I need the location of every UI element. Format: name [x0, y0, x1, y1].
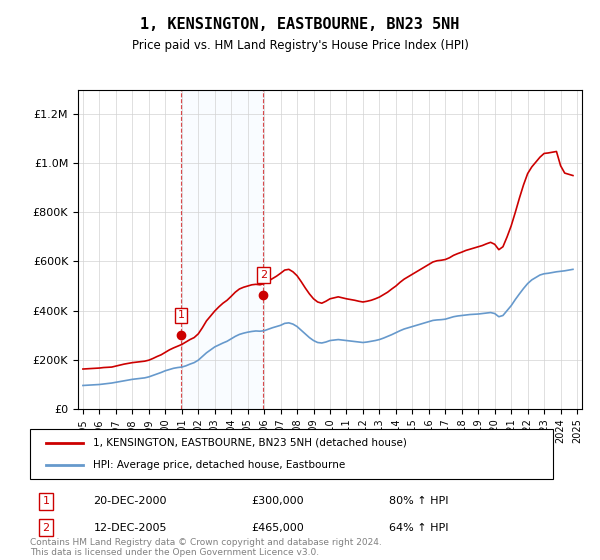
Text: 80% ↑ HPI: 80% ↑ HPI: [389, 496, 449, 506]
Text: 1: 1: [178, 310, 185, 320]
Text: HPI: Average price, detached house, Eastbourne: HPI: Average price, detached house, East…: [94, 460, 346, 470]
FancyBboxPatch shape: [30, 429, 553, 479]
Text: 1: 1: [43, 496, 49, 506]
Text: 20-DEC-2000: 20-DEC-2000: [94, 496, 167, 506]
Text: 1, KENSINGTON, EASTBOURNE, BN23 5NH: 1, KENSINGTON, EASTBOURNE, BN23 5NH: [140, 17, 460, 32]
Text: 2: 2: [42, 522, 49, 533]
Text: 1, KENSINGTON, EASTBOURNE, BN23 5NH (detached house): 1, KENSINGTON, EASTBOURNE, BN23 5NH (det…: [94, 437, 407, 447]
Text: £465,000: £465,000: [252, 522, 305, 533]
Text: £300,000: £300,000: [252, 496, 304, 506]
Text: Price paid vs. HM Land Registry's House Price Index (HPI): Price paid vs. HM Land Registry's House …: [131, 39, 469, 52]
Text: 2: 2: [260, 270, 267, 280]
Text: 64% ↑ HPI: 64% ↑ HPI: [389, 522, 449, 533]
Text: 12-DEC-2005: 12-DEC-2005: [94, 522, 167, 533]
Bar: [181, 90, 263, 409]
Text: Contains HM Land Registry data © Crown copyright and database right 2024.
This d: Contains HM Land Registry data © Crown c…: [30, 538, 382, 557]
